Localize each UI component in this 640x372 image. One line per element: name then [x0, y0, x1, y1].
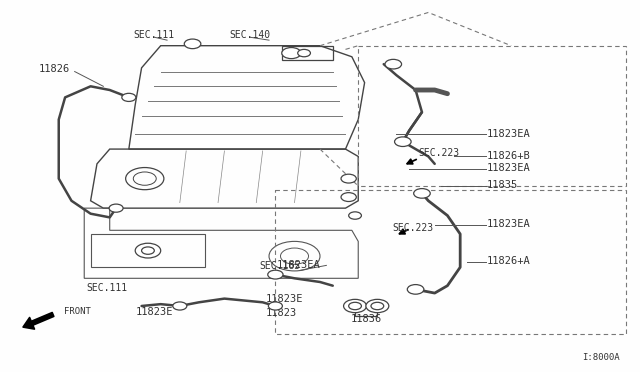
Circle shape: [122, 93, 136, 102]
Circle shape: [385, 60, 401, 69]
Text: SEC.223: SEC.223: [419, 148, 460, 158]
Circle shape: [349, 212, 362, 219]
FancyArrowPatch shape: [23, 312, 54, 329]
Text: 11823E: 11823E: [266, 294, 303, 304]
Text: SEC.111: SEC.111: [134, 30, 175, 40]
Text: 11826+A: 11826+A: [487, 256, 531, 266]
Circle shape: [282, 48, 301, 59]
Text: 11823EA: 11823EA: [487, 129, 531, 139]
Circle shape: [141, 247, 154, 254]
Circle shape: [173, 302, 187, 310]
Circle shape: [344, 299, 367, 312]
Circle shape: [341, 174, 356, 183]
Circle shape: [413, 189, 430, 198]
Text: 11823EA: 11823EA: [487, 219, 531, 229]
Text: 11823EA: 11823EA: [276, 260, 320, 270]
Text: SEC.140: SEC.140: [229, 30, 271, 40]
Circle shape: [341, 193, 356, 202]
Circle shape: [349, 302, 362, 310]
Circle shape: [268, 270, 283, 279]
Circle shape: [268, 302, 282, 310]
Text: 11826+B: 11826+B: [487, 151, 531, 161]
Text: 11823: 11823: [266, 308, 297, 318]
Text: 11823E: 11823E: [136, 307, 173, 317]
Circle shape: [298, 49, 310, 57]
Text: 11836: 11836: [350, 314, 381, 324]
Circle shape: [109, 204, 123, 212]
Text: 11823EA: 11823EA: [487, 163, 531, 173]
Circle shape: [394, 137, 411, 147]
Text: SEC.111: SEC.111: [86, 283, 127, 292]
Text: SEC.223: SEC.223: [392, 224, 433, 234]
Circle shape: [135, 243, 161, 258]
Circle shape: [184, 39, 201, 49]
Text: 11826: 11826: [39, 64, 70, 74]
Text: 11835: 11835: [487, 180, 518, 190]
Text: FRONT: FRONT: [64, 307, 91, 316]
Text: I:8000A: I:8000A: [582, 353, 620, 362]
Circle shape: [366, 299, 389, 312]
Text: SEC.165: SEC.165: [259, 262, 301, 272]
Circle shape: [407, 285, 424, 294]
Circle shape: [371, 302, 384, 310]
